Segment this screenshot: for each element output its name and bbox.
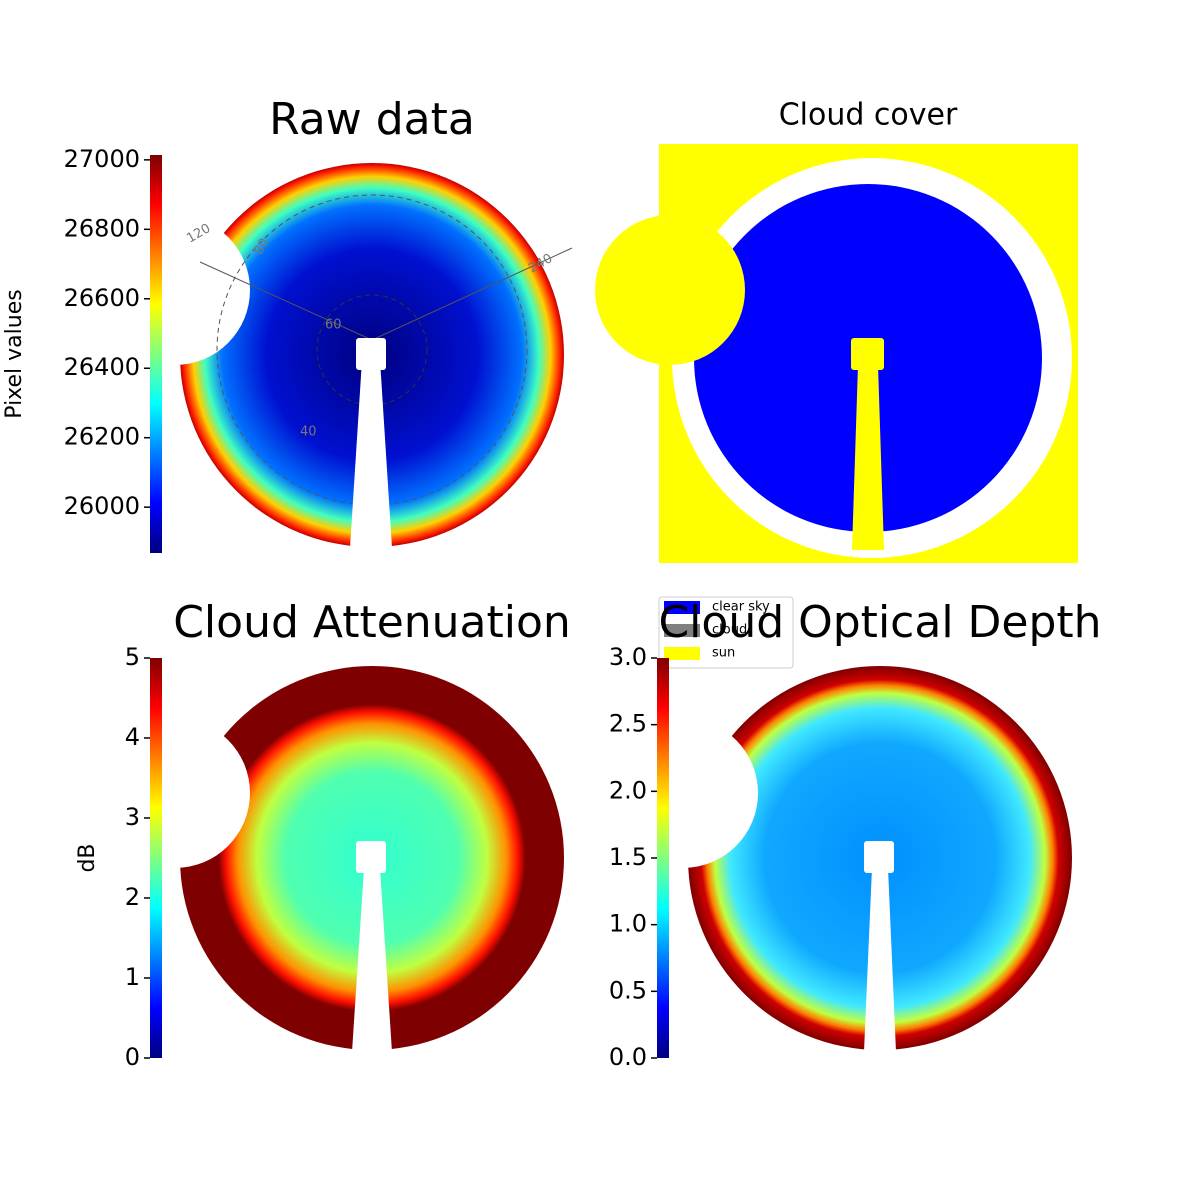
- colorbar-tick-label: 26400: [64, 353, 140, 381]
- colorbar-tick-label: 0.0: [609, 1043, 647, 1071]
- panel-title: Cloud cover: [779, 98, 958, 133]
- colorbar-tick-label: 0: [125, 1043, 140, 1071]
- legend: clear sky cloud sun: [658, 596, 794, 669]
- colorbar-tick-label: 26800: [64, 214, 140, 242]
- colorbar-tick-label: 26600: [64, 284, 140, 312]
- legend-swatch: [664, 624, 700, 637]
- colorbar-tick-label: 3: [125, 803, 140, 831]
- colorbar: [150, 658, 162, 1058]
- polar-label: 40: [300, 425, 317, 440]
- panel-title: Raw data: [269, 94, 475, 145]
- panel-title: Cloud Attenuation: [173, 597, 571, 648]
- colorbar-tick-label: 1.0: [609, 910, 647, 938]
- cloud-cover-image: [595, 144, 1078, 563]
- legend-label: cloud: [712, 623, 747, 638]
- legend-label: clear sky: [712, 600, 770, 615]
- colorbar-label: Pixel values: [2, 289, 27, 418]
- panel-title: Cloud Optical Depth: [658, 597, 1101, 648]
- legend-swatch: [664, 647, 700, 660]
- legend-swatch: [664, 601, 700, 614]
- colorbar-tick-label: 2.0: [609, 776, 647, 804]
- colorbar-tick-label: 3.0: [609, 643, 647, 671]
- colorbar-tick-label: 0.5: [609, 976, 647, 1004]
- colorbar-tick-label: 27000: [64, 145, 140, 173]
- colorbar-tick-label: 2.5: [609, 710, 647, 738]
- colorbar-tick-label: 1: [125, 963, 140, 991]
- attenuation-image: [100, 666, 564, 1052]
- colorbar-tick-label: 1.5: [609, 843, 647, 871]
- colorbar-tick-label: 5: [125, 643, 140, 671]
- polar-label: 60: [325, 318, 342, 333]
- colorbar-tick-label: 26200: [64, 423, 140, 451]
- colorbar-label: dB: [75, 843, 100, 872]
- colorbar: [150, 155, 162, 553]
- legend-label: sun: [712, 646, 735, 661]
- colorbar-tick-label: 4: [125, 723, 140, 751]
- colorbar: [657, 658, 669, 1058]
- colorbar-tick-label: 26000: [64, 492, 140, 520]
- polar-label: 80: [252, 236, 273, 258]
- optical-depth-image: [608, 666, 1072, 1052]
- colorbar-tick-label: 2: [125, 883, 140, 911]
- raw-image: [100, 163, 573, 548]
